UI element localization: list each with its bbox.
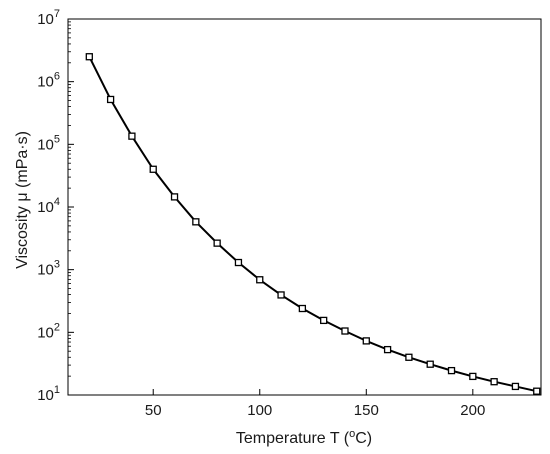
data-point-200 [469,372,477,381]
y-axis-label: Viscosity μ (mPa·s) [14,131,31,269]
data-point-90 [234,258,243,267]
x-tick-label-200: 200 [460,402,485,419]
data-point-20 [85,53,93,61]
data-point-40 [128,132,136,140]
data-point-210 [490,378,498,386]
data-point-70 [192,218,200,226]
y-tick-label-1e1: 101 [37,384,60,404]
data-point-150 [362,337,370,345]
data-point-220 [511,382,520,391]
x-axis-label-superscript: o [349,428,355,440]
y-tick-label-1e2: 102 [37,321,60,341]
series-line [88,56,537,393]
data-point-110 [277,291,285,299]
x-axis-label-suffix: C) [355,430,372,447]
data-point-180 [426,360,434,368]
x-axis-label-prefix: Temperature T ( [236,430,350,447]
data-point-80 [213,239,221,247]
x-tick-label-100: 100 [247,402,272,419]
x-axis-label: Temperature T (oC) [236,428,372,447]
x-tick-label-50: 50 [145,402,162,419]
y-tick-label-1e4: 104 [37,196,60,216]
y-tick-label-1e6: 106 [37,71,60,91]
x-tick-label-150: 150 [354,402,379,419]
data-point-160 [383,345,392,354]
data-point-140 [341,327,349,335]
y-tick-label-1e3: 103 [37,259,60,279]
plot-frame [67,18,542,396]
data-point-100 [256,276,264,284]
data-point-170 [405,353,413,361]
data-point-60 [170,193,179,201]
data-point-30 [106,95,115,104]
x-axis: 50 100 150 200 [145,389,485,419]
data-point-120 [298,304,307,313]
y-tick-label-1e7: 107 [37,8,60,28]
data-point-130 [320,316,328,325]
data-point-230 [533,387,541,395]
data-point-50 [149,165,157,173]
y-tick-label-1e5: 105 [37,133,60,153]
data-point-190 [447,366,456,375]
series-viscosity [85,53,541,395]
